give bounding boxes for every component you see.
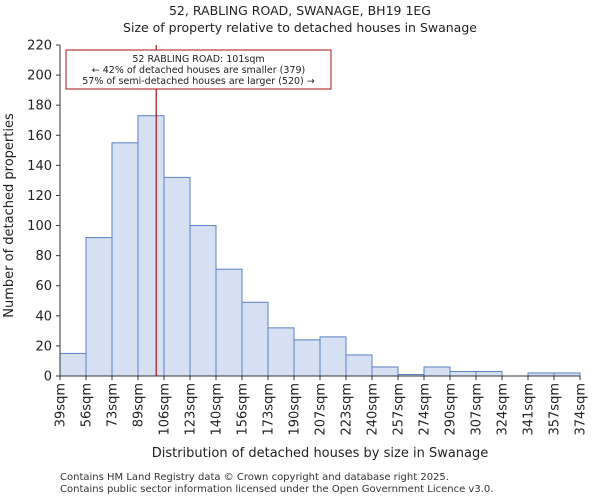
x-tick-label-39sqm: 39sqm (54, 383, 69, 427)
y-tick-label-200: 200 (27, 69, 52, 84)
x-tick-label-173sqm: 173sqm (262, 383, 277, 436)
x-tick-label-341sqm: 341sqm (522, 383, 537, 436)
y-tick-label-180: 180 (27, 99, 52, 114)
footer-line-1: Contains HM Land Registry data © Crown c… (60, 472, 449, 483)
y-tick-label-40: 40 (35, 309, 52, 324)
y-tick-label-160: 160 (27, 129, 52, 144)
x-tick-label-307sqm: 307sqm (470, 383, 485, 436)
bar-173sqm (267, 327, 295, 377)
x-tick-label-240sqm: 240sqm (366, 383, 381, 436)
x-tick-label-207sqm: 207sqm (314, 383, 329, 436)
annotation-line-3: 57% of semi-detached houses are larger (… (82, 76, 315, 87)
bar-140sqm (215, 268, 243, 377)
x-tick-label-123sqm: 123sqm (184, 383, 199, 436)
x-tick-label-140sqm: 140sqm (210, 383, 225, 436)
y-tick-label-100: 100 (27, 219, 52, 234)
bar-123sqm (189, 225, 217, 377)
y-tick-label-80: 80 (35, 249, 52, 264)
bar-56sqm (85, 237, 113, 377)
x-tick-label-290sqm: 290sqm (444, 383, 459, 436)
y-tick-label-140: 140 (27, 159, 52, 174)
footer-line-2: Contains public sector information licen… (60, 484, 494, 495)
bar-307sqm (475, 370, 503, 377)
x-tick-label-357sqm: 357sqm (548, 383, 563, 436)
x-tick-label-257sqm: 257sqm (392, 383, 407, 436)
annotation-line-2: ← 42% of detached houses are smaller (37… (92, 65, 305, 76)
y-tick-label-60: 60 (35, 279, 52, 294)
annotation-line-1: 52 RABLING ROAD: 101sqm (132, 54, 264, 65)
x-tick-label-190sqm: 190sqm (288, 383, 303, 436)
y-axis-title: Number of detached properties (2, 113, 17, 318)
bar-190sqm (293, 339, 321, 377)
bar-223sqm (345, 354, 373, 377)
bar-274sqm (423, 366, 451, 377)
x-tick-label-89sqm: 89sqm (132, 383, 147, 427)
bar-89sqm (137, 115, 165, 377)
bar-207sqm (319, 336, 347, 377)
chart-title: 52, RABLING ROAD, SWANAGE, BH19 1EG (168, 3, 431, 18)
y-tick-label-120: 120 (27, 189, 52, 204)
annotation-box (65, 49, 332, 90)
y-tick-label-0: 0 (44, 370, 52, 385)
x-tick-label-324sqm: 324sqm (496, 383, 511, 436)
x-tick-label-56sqm: 56sqm (80, 383, 95, 427)
chart-subtitle: Size of property relative to detached ho… (123, 20, 477, 35)
x-tick-label-156sqm: 156sqm (236, 383, 251, 436)
y-tick-label-220: 220 (27, 39, 52, 54)
x-tick-label-106sqm: 106sqm (158, 383, 173, 436)
bar-290sqm (449, 370, 477, 377)
x-tick-label-223sqm: 223sqm (340, 383, 355, 436)
bar-39sqm (59, 352, 87, 377)
x-tick-label-73sqm: 73sqm (106, 383, 121, 427)
x-tick-label-274sqm: 274sqm (418, 383, 433, 436)
x-tick-label-374sqm: 374sqm (574, 383, 589, 436)
y-tick-label-20: 20 (35, 339, 52, 354)
bar-106sqm (163, 176, 191, 377)
bar-156sqm (241, 301, 269, 377)
bar-73sqm (111, 142, 139, 377)
x-axis-title: Distribution of detached houses by size … (152, 446, 489, 461)
bar-240sqm (371, 366, 399, 377)
